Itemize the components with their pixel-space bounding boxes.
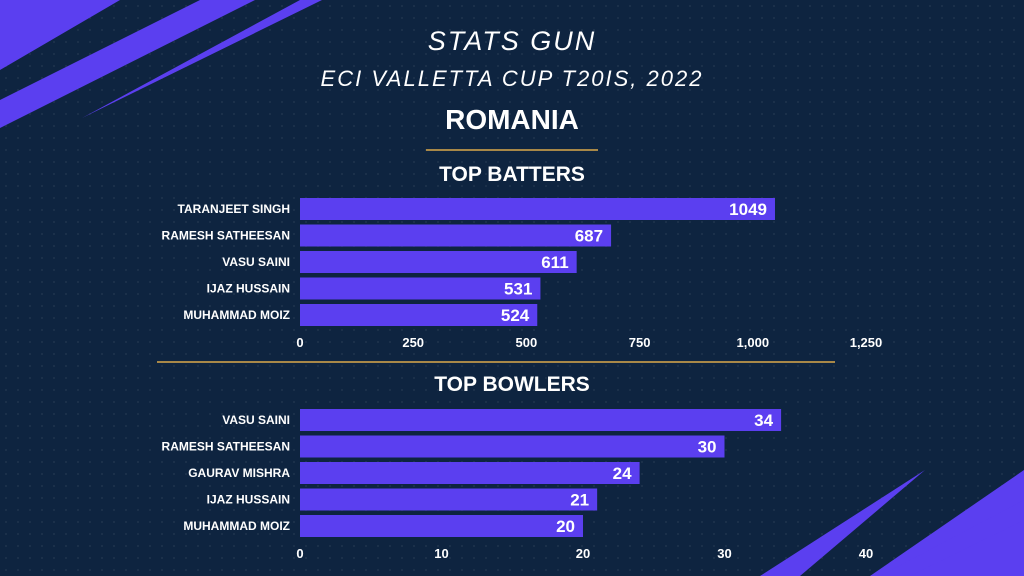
- brand-title: STATS GUN: [427, 26, 597, 56]
- tournament-subtitle: ECI VALLETTA CUP T20IS, 2022: [320, 66, 704, 91]
- bowlers-value-label: 21: [570, 491, 589, 510]
- batters-tick-label: 0: [296, 335, 303, 350]
- batters-value-label: 1049: [729, 200, 767, 219]
- batters-value-label: 531: [504, 280, 532, 299]
- batters-player-label: MUHAMMAD MOIZ: [183, 308, 290, 322]
- bowlers-bar: [300, 435, 725, 458]
- slash-bottom-right-2: [880, 500, 1024, 576]
- slash-top-left-3: [82, 0, 322, 118]
- bowlers-tick-label: 10: [434, 546, 448, 561]
- bowlers-player-label: MUHAMMAD MOIZ: [183, 519, 290, 533]
- bowlers-bar: [300, 409, 782, 431]
- batters-bar-chart: TARANJEET SINGH 1049 RAMESH SATHEESAN 687 VA…: [162, 198, 883, 350]
- slash-top-left-1: [0, 0, 120, 70]
- batters-bar: [300, 304, 538, 326]
- section-divider: [157, 361, 835, 363]
- batters-bar: [300, 277, 541, 300]
- bowlers-player-label: VASU SAINI: [222, 413, 290, 427]
- batters-tick-label: 250: [402, 335, 424, 350]
- batters-bar: [300, 251, 577, 273]
- batters-chart-title: TOP BATTERS: [439, 163, 585, 186]
- batters-value-label: 687: [575, 227, 603, 246]
- team-name: ROMANIA: [445, 104, 579, 135]
- bowlers-bar: [300, 488, 598, 511]
- title-divider: [426, 149, 598, 151]
- bowlers-chart-title: TOP BOWLERS: [434, 373, 590, 396]
- bowlers-bar: [300, 515, 583, 537]
- bowlers-tick-label: 0: [296, 546, 303, 561]
- bowlers-value-label: 30: [698, 438, 717, 457]
- batters-tick-label: 500: [516, 335, 538, 350]
- batters-value-label: 611: [541, 253, 568, 272]
- slash-bottom-right-3: [760, 470, 925, 576]
- batters-player-label: VASU SAINI: [222, 255, 290, 269]
- bowlers-bar-chart: VASU SAINI 34 RAMESH SATHEESAN 30 GAURAV MIS…: [162, 409, 873, 561]
- slash-bottom-right-1: [870, 470, 1024, 576]
- batters-bar: [300, 224, 612, 247]
- bowlers-player-label: GAURAV MISHRA: [188, 466, 290, 480]
- batters-player-label: IJAZ HUSSAIN: [207, 282, 290, 296]
- batters-value-label: 524: [501, 306, 530, 325]
- bowlers-tick-label: 30: [717, 546, 731, 561]
- batters-tick-label: 1,250: [850, 335, 883, 350]
- bowlers-bar: [300, 462, 640, 484]
- batters-tick-label: 750: [629, 335, 651, 350]
- batters-tick-label: 1,000: [737, 335, 770, 350]
- bowlers-tick-label: 40: [859, 546, 873, 561]
- bowlers-value-label: 20: [556, 517, 575, 536]
- bowlers-player-label: IJAZ HUSSAIN: [207, 493, 290, 507]
- batters-player-label: TARANJEET SINGH: [178, 202, 290, 216]
- batters-player-label: RAMESH SATHEESAN: [162, 229, 290, 243]
- bowlers-tick-label: 20: [576, 546, 590, 561]
- slash-top-left-2: [0, 0, 255, 128]
- bowlers-value-label: 34: [754, 411, 773, 430]
- batters-bar: [300, 198, 775, 220]
- bowlers-value-label: 24: [613, 464, 632, 483]
- bowlers-player-label: RAMESH SATHEESAN: [162, 440, 290, 454]
